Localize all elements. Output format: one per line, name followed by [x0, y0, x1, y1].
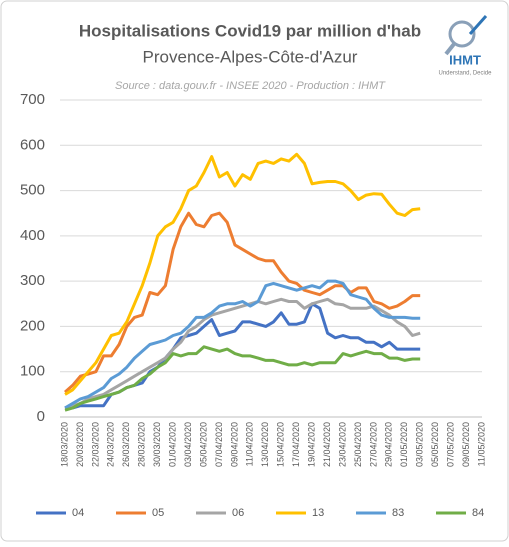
x-tick-label: 27/04/2020	[368, 422, 378, 467]
x-tick-label: 26/03/2020	[121, 422, 131, 467]
x-tick-label: 09/04/2020	[229, 422, 239, 467]
legend-label: 06	[232, 507, 244, 519]
y-tick-label: 700	[20, 91, 45, 108]
logo-icon	[468, 15, 488, 35]
series-line	[64, 279, 421, 410]
chart-subtitle: Provence-Alpes-Côte-d'Azur	[143, 47, 358, 66]
x-tick-label: 24/03/2020	[106, 422, 116, 467]
x-tick-label: 21/04/2020	[322, 422, 332, 467]
x-tick-label: 20/03/2020	[75, 422, 85, 467]
y-tick-label: 300	[20, 272, 45, 289]
y-tick-label: 500	[20, 182, 45, 199]
y-tick-label: 100	[20, 363, 45, 380]
x-tick-label: 11/04/2020	[245, 422, 255, 466]
y-tick-label: 0	[37, 408, 45, 425]
legend-label: 05	[152, 507, 164, 519]
series-line	[64, 297, 421, 410]
x-tick-label: 15/04/2020	[276, 422, 286, 467]
x-tick-label: 07/05/2020	[445, 422, 455, 467]
x-tick-label: 13/04/2020	[260, 422, 270, 467]
x-tick-label: 01/04/2020	[167, 422, 177, 467]
y-tick-label: 400	[20, 227, 45, 244]
logo-name: IHMT	[449, 52, 481, 67]
legend-label: 04	[72, 507, 84, 519]
x-tick-label: 19/04/2020	[306, 422, 316, 467]
chart-title: Hospitalisations Covid19 par million d'h…	[79, 21, 421, 40]
y-tick-label: 600	[20, 136, 45, 153]
x-tick-label: 23/04/2020	[337, 422, 347, 467]
x-tick-label: 22/03/2020	[90, 422, 100, 467]
x-tick-label: 28/03/2020	[137, 422, 147, 467]
x-tick-label: 07/04/2020	[214, 422, 224, 467]
x-tick-label: 11/05/2020	[476, 422, 486, 466]
series-line	[64, 211, 421, 394]
logo-tagline: Understand, Decide	[438, 71, 492, 77]
x-tick-label: 03/04/2020	[183, 422, 193, 467]
x-tick-label: 01/05/2020	[399, 422, 409, 467]
series-line	[64, 152, 421, 396]
x-tick-label: 03/05/2020	[415, 422, 425, 467]
y-tick-label: 200	[20, 317, 45, 334]
x-tick-label: 18/03/2020	[59, 422, 69, 467]
logo: IHMT Understand, Decide	[438, 15, 492, 77]
x-tick-label: 25/04/2020	[353, 422, 363, 467]
chart-source: Source : data.gouv.fr - INSEE 2020 - Pro…	[115, 80, 386, 92]
x-tick-label: 30/03/2020	[152, 422, 162, 467]
x-tick-label: 29/04/2020	[384, 422, 394, 467]
legend-label: 83	[392, 507, 404, 519]
x-tick-label: 17/04/2020	[291, 422, 301, 467]
x-tick-label: 05/05/2020	[430, 422, 440, 467]
series-line	[64, 345, 421, 412]
legend-label: 84	[472, 507, 484, 519]
legend-label: 13	[312, 507, 324, 519]
logo-icon	[448, 20, 476, 48]
x-tick-label: 09/05/2020	[461, 422, 471, 467]
x-tick-label: 05/04/2020	[198, 422, 208, 467]
logo-icon	[444, 42, 456, 56]
